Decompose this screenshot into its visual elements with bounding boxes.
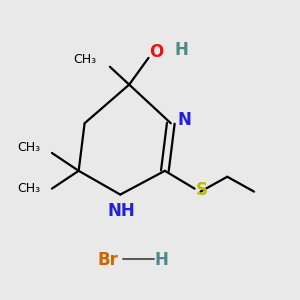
- Text: H: H: [174, 41, 188, 59]
- Text: CH₃: CH₃: [17, 140, 40, 154]
- Text: H: H: [155, 251, 169, 269]
- Text: NH: NH: [108, 202, 136, 220]
- Text: CH₃: CH₃: [17, 182, 40, 195]
- Text: S: S: [196, 181, 208, 199]
- Text: O: O: [149, 43, 163, 61]
- Text: Br: Br: [98, 251, 119, 269]
- Text: N: N: [177, 111, 191, 129]
- Text: CH₃: CH₃: [74, 53, 97, 66]
